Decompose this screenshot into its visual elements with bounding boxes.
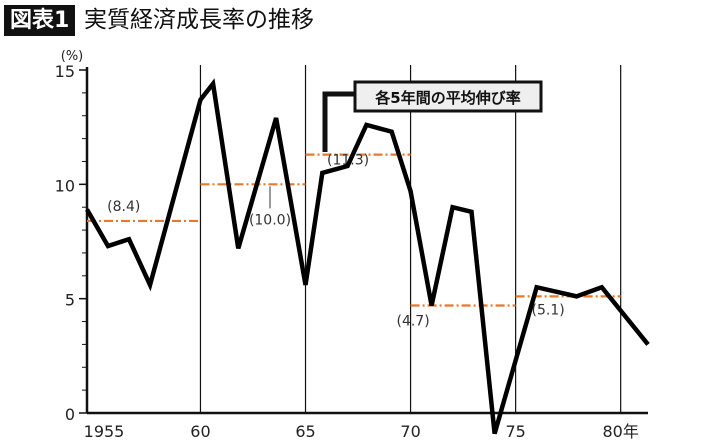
annotation-bracket xyxy=(322,91,356,152)
x-tick-label: 75 xyxy=(505,422,525,441)
annotation-label: 各5年間の平均伸び率 xyxy=(374,89,520,107)
y-tick-label: 0 xyxy=(65,405,75,424)
x-tick-label: 70 xyxy=(400,422,420,441)
y-tick-label: 5 xyxy=(65,291,75,310)
chart-title: 実質経済成長率の推移 xyxy=(84,7,314,33)
average-label: (4.7) xyxy=(396,314,429,330)
x-tick-label: 65 xyxy=(295,422,315,441)
y-axis-label: (%) xyxy=(61,49,84,64)
annotation-box xyxy=(353,80,543,113)
x-tick-label: 1955 xyxy=(84,422,125,441)
x-tick-label: 60 xyxy=(190,422,210,441)
y-tick-label: 10 xyxy=(55,176,75,195)
figure-badge: 図表1 xyxy=(4,5,76,36)
average-label: (5.1) xyxy=(532,302,565,318)
growth-rate-line xyxy=(85,78,650,435)
y-tick-label: 15 xyxy=(55,62,75,81)
x-tick-label: 80年 xyxy=(602,422,638,441)
average-label: (8.4) xyxy=(107,199,140,215)
average-label: (10.0) xyxy=(249,212,291,228)
